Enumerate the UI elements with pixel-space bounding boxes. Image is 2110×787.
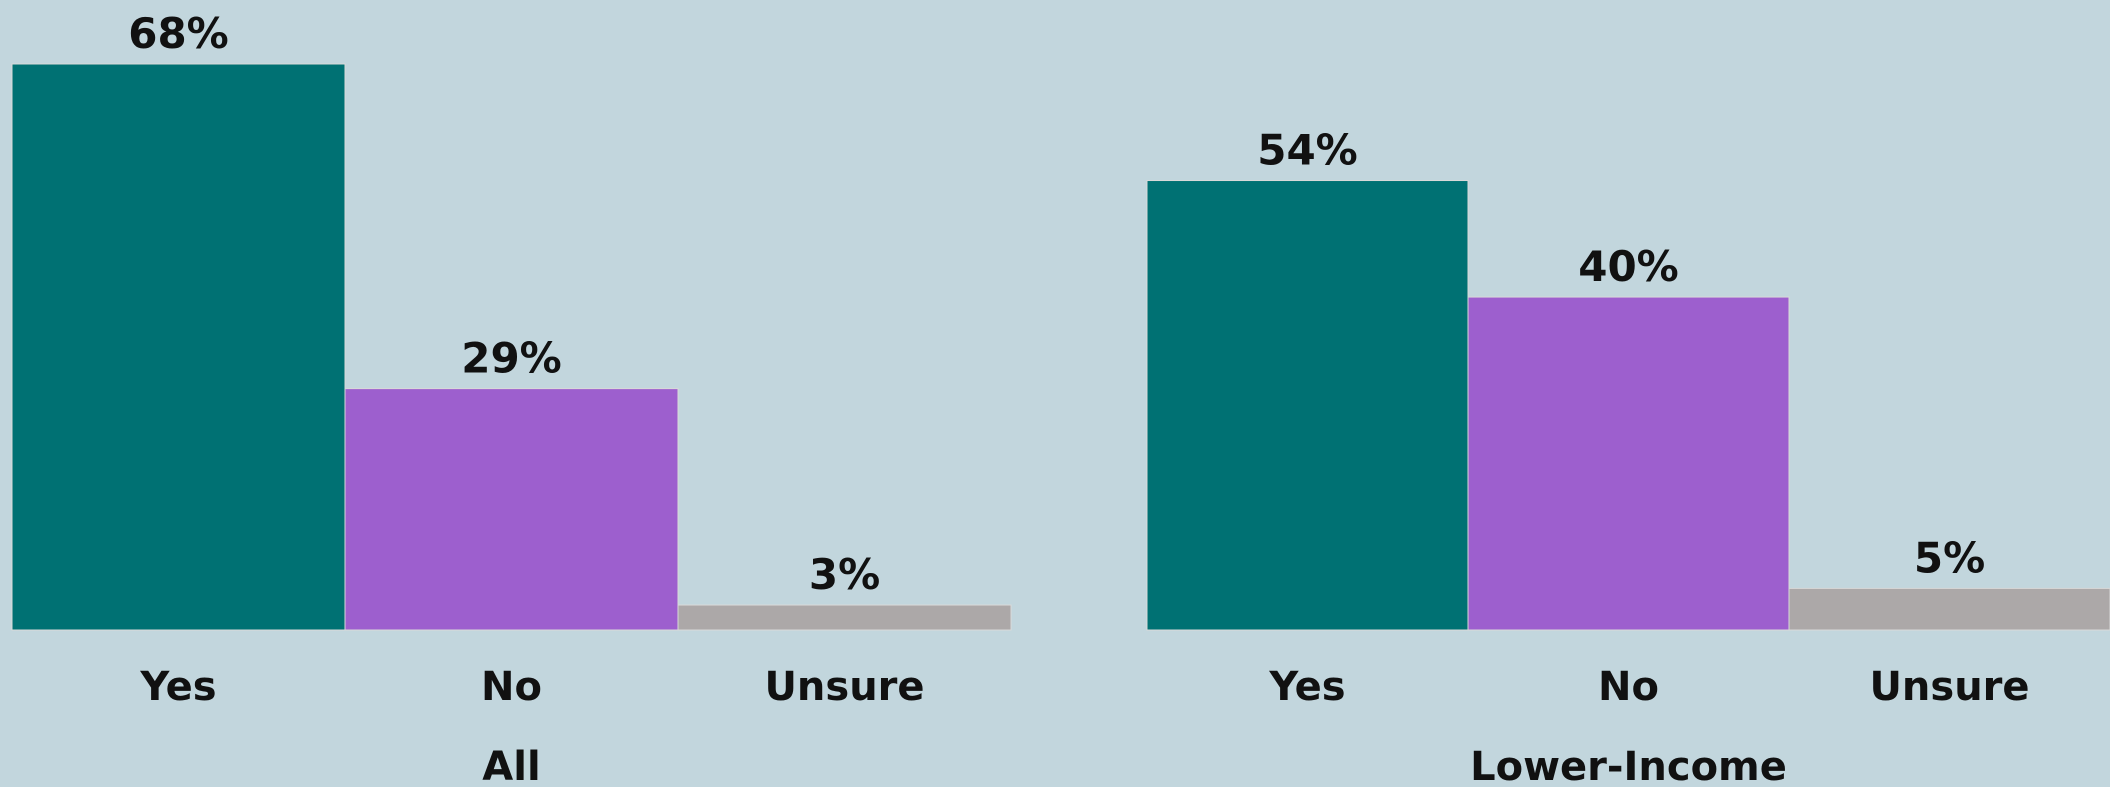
chart-group: 68% Yes 29% No 3% Unsure All	[11, 9, 1012, 787]
chart-groups: 68% Yes 29% No 3% Unsure All 54% Yes 40% No 5% Unsur…	[11, 9, 2110, 787]
data-label: 29%	[461, 334, 562, 383]
bar-unsure	[677, 604, 1012, 631]
category-tick-label: Unsure	[764, 664, 924, 710]
bar-yes	[11, 63, 346, 631]
group-label: All	[482, 744, 540, 787]
bar-yes	[1146, 180, 1469, 631]
bar-no	[1467, 296, 1790, 631]
data-label: 54%	[1257, 126, 1358, 175]
category-tick-label: Unsure	[1869, 664, 2029, 710]
category-tick-label: No	[481, 664, 542, 710]
category-tick-label: Yes	[139, 664, 216, 710]
bar-unsure	[1788, 587, 2110, 631]
data-label: 3%	[809, 550, 880, 599]
bar-no	[344, 388, 679, 631]
data-label: 40%	[1578, 242, 1679, 291]
category-tick-label: No	[1598, 664, 1659, 710]
chart-group: 54% Yes 40% No 5% Unsure Lower-Income	[1146, 126, 2110, 787]
group-label: Lower-Income	[1470, 744, 1787, 787]
data-label: 68%	[128, 9, 229, 58]
category-tick-label: Yes	[1268, 664, 1345, 710]
data-label: 5%	[1914, 533, 1985, 582]
